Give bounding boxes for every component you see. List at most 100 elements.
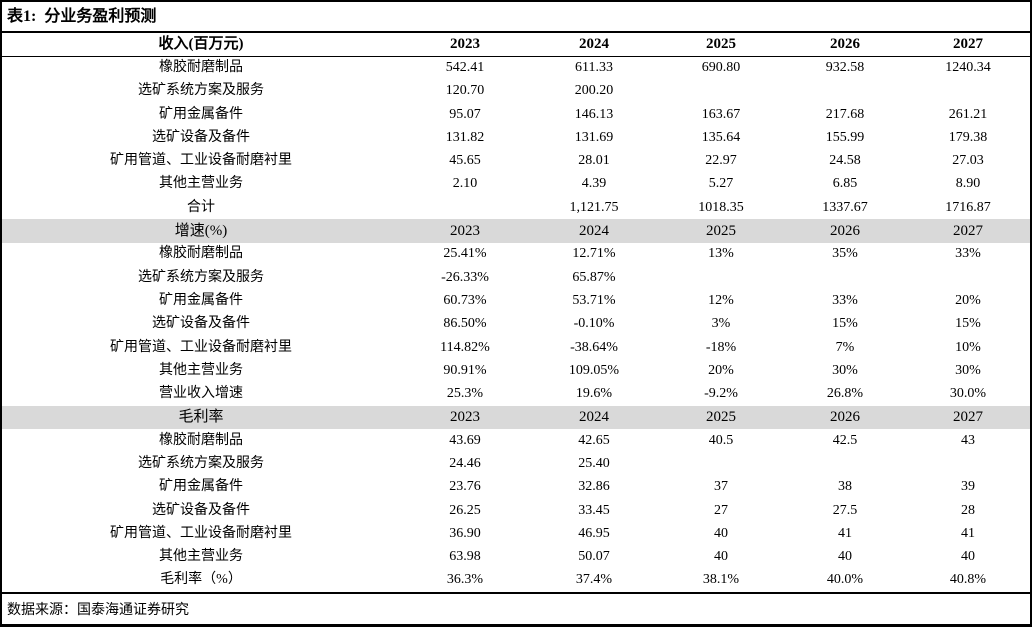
cell-value: 41	[838, 525, 852, 541]
cell-value: 27.03	[952, 153, 984, 169]
cell-value: -38.64%	[570, 339, 618, 355]
cell-value: 42.65	[578, 432, 610, 448]
cell-value: 30%	[955, 362, 981, 378]
table-row: 矿用金属备件 60.73% 53.71% 12% 33% 20%	[2, 289, 1030, 312]
cell-value: 37	[714, 479, 728, 495]
table-row: 矿用金属备件 95.07 146.13 163.67 217.68 261.21	[2, 103, 1030, 126]
cell-value: 261.21	[948, 106, 988, 122]
cell-value: 25.3%	[446, 386, 484, 402]
cell-value: 37.4%	[575, 572, 613, 588]
row-label: 选矿设备及备件	[152, 502, 250, 518]
year-header: 2025	[658, 219, 784, 243]
year-header: 2026	[784, 219, 906, 243]
row-label: 矿用金属备件	[159, 292, 243, 308]
cell-value: 10%	[955, 339, 981, 355]
table-body: 收入(百万元) 2023 2024 2025 2026 2027 橡胶耐磨制品 542.41 6…	[2, 33, 1030, 592]
cell-value	[658, 452, 784, 475]
cell-value: 179.38	[948, 129, 988, 145]
year-header: 2023	[400, 405, 530, 430]
table-row: 选矿系统方案及服务 -26.33% 65.87%	[2, 266, 1030, 289]
cell-value: 38.1%	[702, 572, 740, 588]
row-label: 矿用管道、工业设备耐磨衬里	[110, 153, 292, 169]
cell-value: 40	[838, 549, 852, 565]
section-header-row: 增速(%) 2023 2024 2025 2026 2027	[2, 219, 1030, 243]
cell-value: 135.64	[701, 129, 741, 145]
cell-value: 15%	[832, 316, 858, 332]
cell-value: 35%	[832, 246, 858, 262]
cell-value	[906, 452, 1030, 475]
row-label: 选矿系统方案及服务	[138, 83, 264, 99]
cell-value: 38	[838, 479, 852, 495]
section-header-row: 收入(百万元) 2023 2024 2025 2026 2027	[2, 33, 1030, 57]
row-label: 营业收入增速	[159, 386, 243, 402]
cell-value: 131.82	[445, 129, 485, 145]
row-label: 选矿设备及备件	[152, 316, 250, 332]
table-row: 选矿系统方案及服务 24.46 25.40	[2, 452, 1030, 475]
year-header: 2023	[400, 33, 530, 57]
table-row: 合计 1,121.75 1018.35 1337.67 1716.87	[2, 196, 1030, 219]
year-header: 2026	[784, 405, 906, 430]
cell-value: 65.87%	[572, 269, 616, 285]
cell-value: 7%	[835, 339, 855, 355]
cell-value: -9.2%	[704, 386, 738, 402]
cell-value: 33%	[832, 292, 858, 308]
cell-value: 40	[714, 525, 728, 541]
cell-value: 15%	[955, 316, 981, 332]
cell-value: 36.3%	[446, 572, 484, 588]
cell-value: 26.25	[449, 502, 481, 518]
cell-value: 24.46	[449, 455, 481, 471]
table-title: 表1: 分业务盈利预测	[2, 2, 1030, 33]
year-header: 2027	[906, 33, 1030, 57]
cell-value: 60.73%	[443, 292, 487, 308]
cell-value: 27.5	[832, 502, 858, 518]
table-row: 橡胶耐磨制品 43.69 42.65 40.5 42.5 43	[2, 429, 1030, 452]
cell-value: 23.76	[449, 479, 481, 495]
cell-value: 109.05%	[568, 362, 620, 378]
cell-value: 1018.35	[698, 199, 744, 215]
forecast-table: 收入(百万元) 2023 2024 2025 2026 2027 橡胶耐磨制品 542.41 6…	[2, 33, 1030, 592]
cell-value: 39	[961, 479, 975, 495]
cell-value: 3%	[711, 316, 731, 332]
table-row: 矿用管道、工业设备耐磨衬里 114.82% -38.64% -18% 7% 10%	[2, 336, 1030, 359]
cell-value: 53.71%	[572, 292, 616, 308]
year-header: 2024	[530, 219, 658, 243]
table-row: 选矿设备及备件 86.50% -0.10% 3% 15% 15%	[2, 313, 1030, 336]
row-label: 选矿系统方案及服务	[138, 269, 264, 285]
cell-value: 33.45	[578, 502, 610, 518]
cell-value: 50.07	[578, 549, 610, 565]
table-row: 矿用金属备件 23.76 32.86 37 38 39	[2, 476, 1030, 499]
cell-value: 30%	[832, 362, 858, 378]
year-header: 2023	[400, 219, 530, 243]
row-label: 其他主营业务	[159, 549, 243, 565]
row-label: 合计	[187, 199, 215, 215]
cell-value: 25.41%	[443, 246, 487, 262]
cell-value: 30.0%	[949, 386, 987, 402]
row-label: 矿用管道、工业设备耐磨衬里	[110, 525, 292, 541]
year-header: 2027	[906, 219, 1030, 243]
cell-value	[784, 80, 906, 103]
row-label: 橡胶耐磨制品	[159, 432, 243, 448]
row-label: 其他主营业务	[159, 362, 243, 378]
cell-value: 217.68	[825, 106, 865, 122]
cell-value: 46.95	[578, 525, 610, 541]
cell-value: 27	[714, 502, 728, 518]
cell-value: 12.71%	[572, 246, 616, 262]
cell-value: 20%	[708, 362, 734, 378]
cell-value: 542.41	[445, 60, 485, 76]
cell-value: 90.91%	[443, 362, 487, 378]
cell-value: 40	[714, 549, 728, 565]
year-header: 2025	[658, 405, 784, 430]
year-header: 2025	[658, 33, 784, 57]
table-row: 橡胶耐磨制品 542.41 611.33 690.80 932.58 1240.34	[2, 56, 1030, 79]
table-row: 选矿系统方案及服务 120.70 200.20	[2, 80, 1030, 103]
table-row: 矿用管道、工业设备耐磨衬里 45.65 28.01 22.97 24.58 27.03	[2, 149, 1030, 172]
cell-value: 24.58	[829, 153, 861, 169]
table-row: 橡胶耐磨制品 25.41% 12.71% 13% 35% 33%	[2, 243, 1030, 266]
table-row: 毛利率（%） 36.3% 37.4% 38.1% 40.0% 40.8%	[2, 569, 1030, 592]
cell-value: 40.0%	[826, 572, 864, 588]
section-title: 收入(百万元)	[2, 33, 400, 57]
cell-value: 155.99	[825, 129, 865, 145]
cell-value: 146.13	[574, 106, 614, 122]
row-label: 矿用管道、工业设备耐磨衬里	[110, 339, 292, 355]
cell-value	[784, 452, 906, 475]
